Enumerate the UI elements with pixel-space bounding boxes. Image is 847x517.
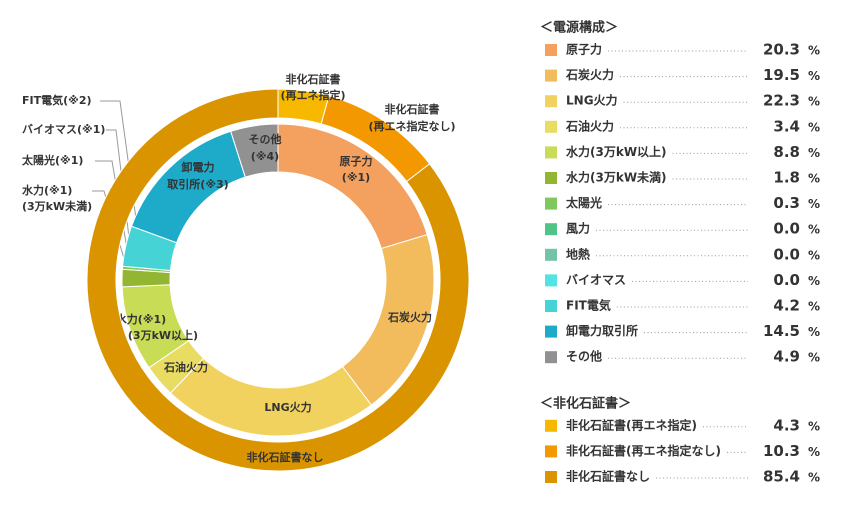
legend-value: 1.8 [773, 169, 800, 187]
legend-swatch [545, 274, 557, 287]
legend-value: 19.5 [763, 66, 800, 84]
unit: % [808, 69, 820, 83]
legend-swatch [545, 44, 557, 56]
unit: % [808, 95, 820, 109]
legend-value: 0.0 [773, 245, 800, 263]
slice-label: (再エネ指定) [280, 88, 345, 102]
legend-swatch [545, 69, 557, 82]
unit: % [808, 325, 820, 339]
legend-label: 非化石証書(再エネ指定) [566, 417, 697, 432]
unit: % [808, 197, 820, 211]
unit: % [808, 172, 820, 186]
unit: % [808, 248, 820, 262]
legend-label: 非化石証書なし [566, 469, 650, 484]
unit: % [808, 274, 820, 288]
legend-label: 原子力 [566, 42, 602, 57]
legend-label: 水力(3万kW以上) [566, 144, 667, 159]
legend-swatch [545, 223, 557, 236]
legend-label: バイオマス [566, 273, 626, 287]
legend-swatch [545, 325, 557, 338]
legend-value: 8.8 [773, 143, 800, 161]
legend-swatch [545, 471, 557, 483]
unit: % [808, 120, 820, 134]
slice-label: 石油火力 [163, 360, 208, 374]
legend-title: ＜電源構成＞ [540, 20, 618, 36]
legend-label: 風力 [566, 221, 590, 236]
legend-label: 非化石証書(再エネ指定なし) [566, 443, 721, 458]
legend-label: 石油火力 [565, 118, 614, 133]
legend-label: FIT電気 [566, 298, 611, 313]
legend-value: 22.3 [763, 92, 800, 110]
slice-label: (※1) [342, 171, 370, 184]
legend-swatch [545, 95, 557, 108]
legend-value: 85.4 [763, 468, 800, 486]
slice-label: (再エネ指定なし) [368, 119, 455, 133]
slice-label: 石炭火力 [387, 310, 432, 324]
unit: % [808, 300, 820, 314]
legend-swatch [545, 248, 557, 261]
legend-swatch [545, 197, 557, 210]
legend-label: 地熱 [566, 246, 590, 261]
slice-label: 非化石証書なし [247, 450, 324, 464]
legend-label: 卸電力取引所 [566, 323, 638, 338]
legend-value: 4.3 [773, 416, 800, 434]
legend-label: 太陽光 [566, 195, 602, 210]
legend-label: 石炭火力 [565, 67, 614, 82]
legend-swatch [545, 419, 557, 432]
unit: % [808, 351, 820, 365]
legend-value: 3.4 [773, 117, 800, 135]
legend-value: 0.0 [773, 271, 800, 289]
slice-label: 卸電力 [182, 160, 215, 174]
legend-swatch [545, 120, 557, 133]
legend-value: 4.9 [773, 348, 800, 366]
legend-swatch [545, 146, 557, 159]
legend-label: LNG火力 [566, 93, 618, 108]
legend-label: 水力(3万kW未満) [566, 170, 667, 185]
legend-value: 14.5 [763, 322, 800, 340]
slice-label: 原子力 [340, 154, 373, 168]
unit: % [808, 223, 820, 237]
slice-label: 非化石証書 [385, 102, 440, 116]
slice-label: FIT電気(※2) [22, 93, 92, 107]
slice-label: 水力(※1) [22, 183, 72, 197]
legend-value: 4.2 [773, 297, 800, 315]
unit: % [808, 44, 820, 58]
legend-title: ＜非化石証書＞ [540, 395, 631, 411]
slice-label: (3万kW未満) [22, 199, 92, 213]
slice-label: (※4) [251, 150, 279, 163]
legend-value: 0.0 [773, 220, 800, 238]
legend-label: その他 [566, 349, 602, 364]
legend-swatch [545, 300, 557, 312]
slice-label: (3万kW以上) [128, 328, 198, 342]
unit: % [808, 419, 820, 433]
unit: % [808, 146, 820, 160]
slice-label: バイオマス(※1) [22, 123, 105, 136]
slice-label: 太陽光(※1) [21, 153, 83, 167]
legend-swatch [545, 172, 557, 184]
slice-label: LNG火力 [264, 400, 311, 414]
legend-swatch [545, 445, 557, 458]
legend-value: 0.3 [773, 194, 800, 212]
legend-swatch [545, 351, 557, 364]
legend-value: 10.3 [763, 442, 800, 460]
slice-label: 水力(※1) [116, 312, 166, 326]
slice [86, 88, 470, 472]
unit: % [808, 445, 820, 459]
slice-label: 非化石証書 [286, 72, 341, 86]
slice-label: 取引所(※3) [167, 177, 228, 191]
slice-label: その他 [249, 132, 282, 146]
slice [230, 123, 279, 178]
unit: % [808, 471, 820, 485]
legend-value: 20.3 [763, 41, 800, 59]
